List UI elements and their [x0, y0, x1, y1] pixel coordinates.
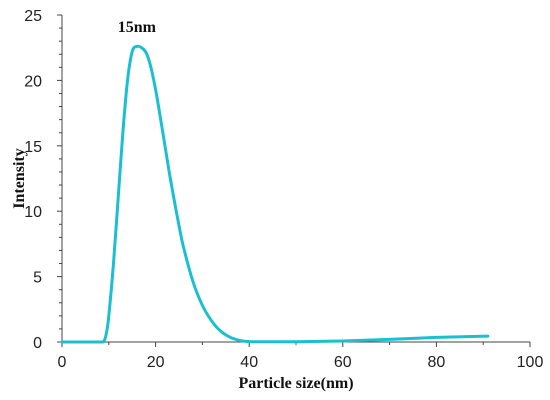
annotations: 15nm — [118, 19, 157, 36]
y-tick-label: 20 — [24, 73, 42, 90]
y-axis-title: Intensity — [11, 148, 28, 208]
axes — [61, 15, 530, 343]
peak-annotation: 15nm — [118, 19, 157, 36]
y-tick-label: 0 — [33, 335, 42, 352]
x-tick-label: 40 — [240, 354, 258, 371]
y-tick-label: 5 — [33, 270, 42, 287]
x-tick-label: 60 — [334, 354, 352, 371]
x-axis-title: Particle size(nm) — [238, 375, 353, 392]
y-tick-label: 15 — [24, 139, 42, 156]
x-tick-label: 20 — [147, 354, 165, 371]
tick-labels: 0 20 40 60 80 100 0 5 10 15 20 25 — [24, 8, 543, 371]
series-layer — [60, 44, 490, 344]
series-line-0 — [60, 44, 490, 344]
x-tick-label: 100 — [517, 354, 544, 371]
ticks — [57, 14, 531, 347]
y-tick-label: 25 — [24, 8, 42, 25]
y-tick-label: 10 — [24, 204, 42, 221]
x-tick-label: 0 — [58, 354, 67, 371]
x-tick-label: 80 — [428, 354, 446, 371]
